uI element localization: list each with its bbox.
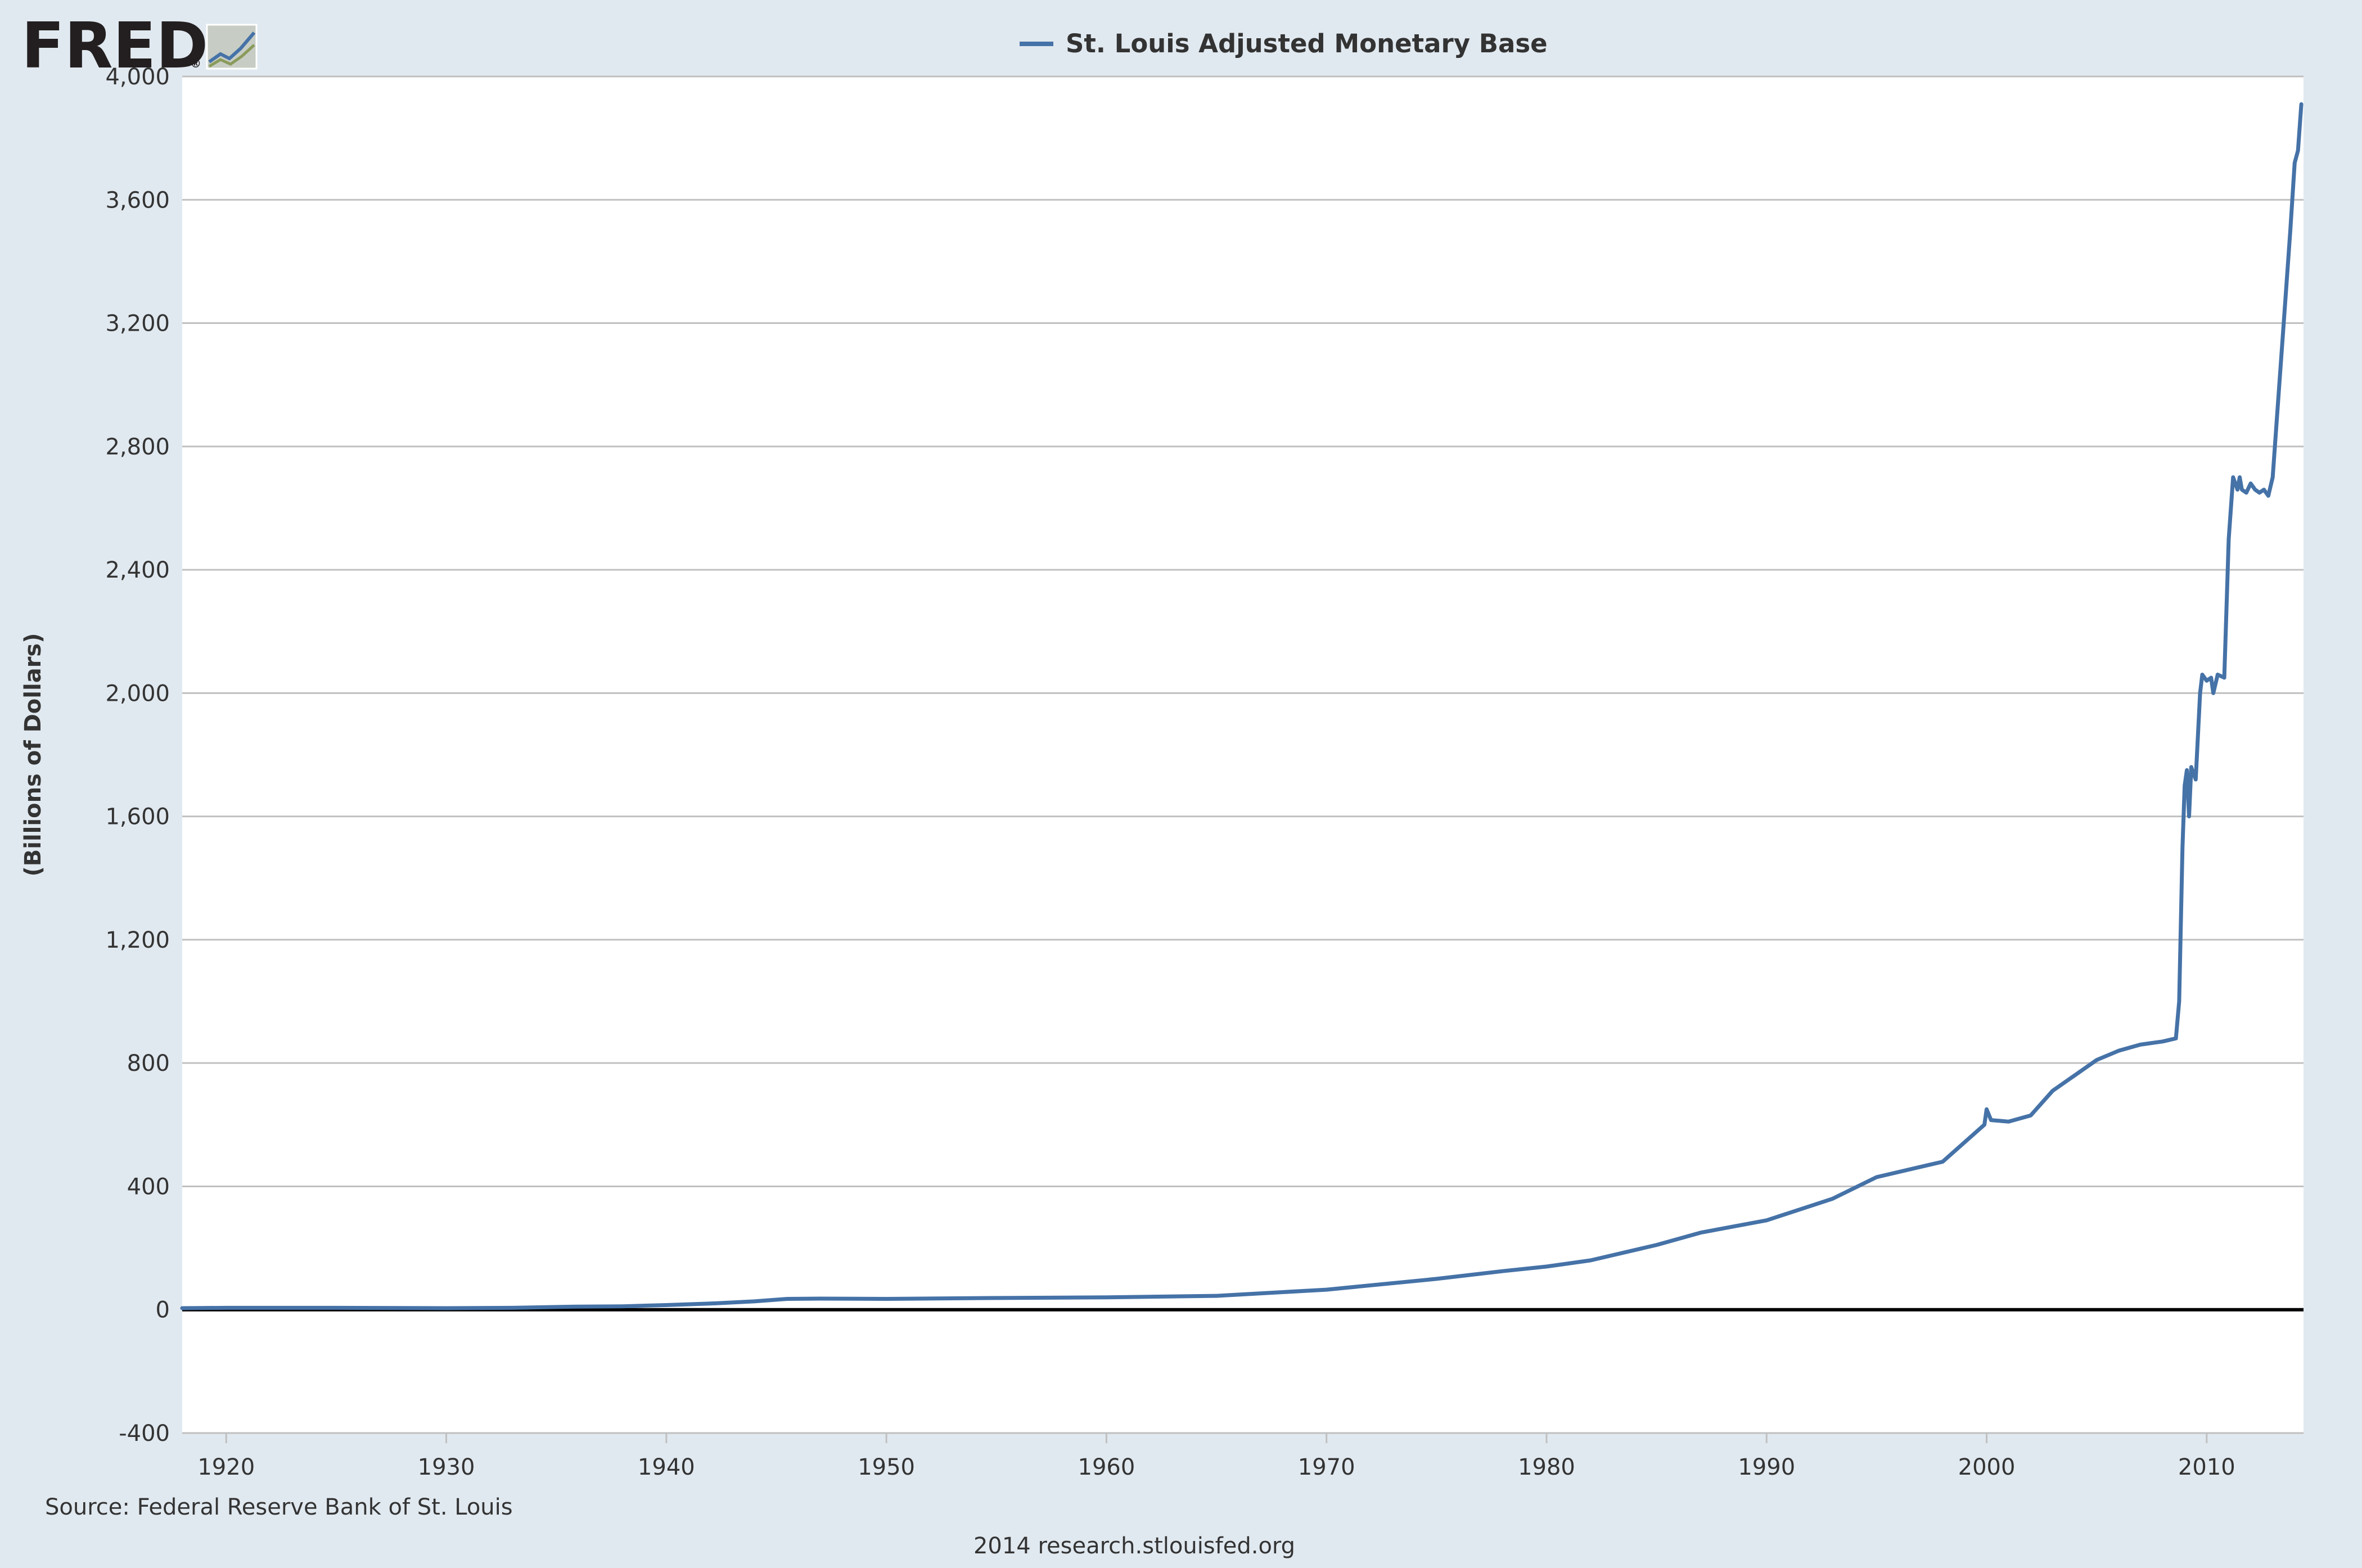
x-tick-label: 1980 <box>1518 1454 1575 1480</box>
legend: St. Louis Adjusted Monetary Base <box>1020 29 1548 58</box>
legend-label: St. Louis Adjusted Monetary Base <box>1066 29 1548 58</box>
y-tick-label: 800 <box>127 1051 170 1076</box>
y-tick-label: 2,000 <box>105 681 170 706</box>
y-axis-label: (Billions of Dollars) <box>20 633 46 876</box>
fred-logo-registered: ® <box>190 57 201 70</box>
fred-chart-icon <box>206 24 258 70</box>
x-tick-label: 1990 <box>1738 1454 1795 1480</box>
x-tick-label: 1930 <box>418 1454 475 1480</box>
plot-area <box>182 76 2304 1433</box>
series-line <box>180 102 2304 1310</box>
source-text: Source: Federal Reserve Bank of St. Loui… <box>45 1494 513 1520</box>
x-tick-label: 2010 <box>2178 1454 2235 1480</box>
x-tick-label: 1960 <box>1078 1454 1135 1480</box>
x-tick-label: 1940 <box>638 1454 695 1480</box>
y-tick-label: 400 <box>127 1174 170 1200</box>
y-tick-label: 1,600 <box>105 804 170 830</box>
x-axis: 1920 1930 1940 1950 1960 1970 1980 1990 2000 2010 <box>182 1432 2304 1480</box>
y-tick-label: -400 <box>119 1421 170 1447</box>
x-tick-label: 1920 <box>197 1454 255 1480</box>
x-tick-label: 2000 <box>1958 1454 2016 1480</box>
y-tick-label: 2,400 <box>105 557 170 583</box>
fred-logo-text: FRED <box>21 10 208 83</box>
y-tick-label: 1,200 <box>105 927 170 953</box>
y-tick-label: 3,200 <box>105 311 170 337</box>
fred-logo[interactable]: FRED ® <box>21 10 258 83</box>
x-tick-label: 1970 <box>1298 1454 1355 1480</box>
y-tick-label: 2,800 <box>105 434 170 460</box>
footer-text: 2014 research.stlouisfed.org <box>973 1533 1295 1559</box>
y-tick-label: 0 <box>156 1297 170 1323</box>
y-tick-label: 4,000 <box>105 64 170 90</box>
series-layer <box>180 102 2304 1310</box>
y-axis: -400 0 400 800 1,200 1,600 2,000 2,400 2,800 3,20… <box>105 64 170 1447</box>
x-tick-label: 1950 <box>858 1454 915 1480</box>
y-tick-label: 3,600 <box>105 187 170 213</box>
